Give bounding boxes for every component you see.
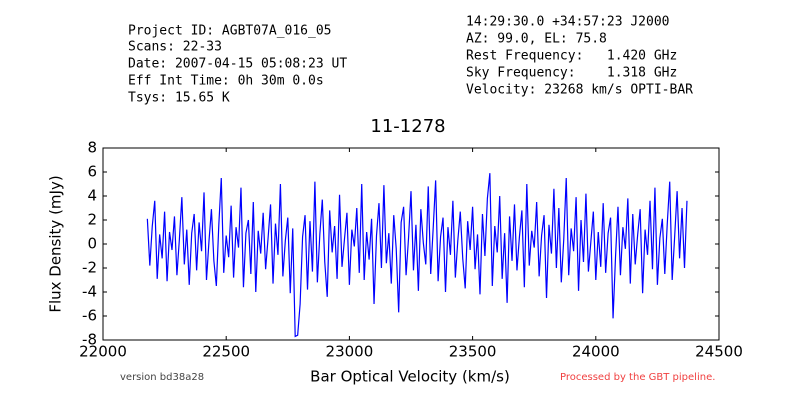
y-tick-label: 0 bbox=[87, 235, 97, 253]
header-line: Scans: 22-33 bbox=[128, 40, 222, 55]
header-line: Project ID: AGBT07A_016_05 bbox=[128, 24, 332, 39]
header-line: Tsys: 15.65 K bbox=[128, 91, 230, 106]
header-line: Date: 2007-04-15 05:08:23 UT bbox=[128, 57, 347, 72]
y-tick-label: -8 bbox=[82, 331, 97, 349]
header-line: Velocity: 23268 km/s OPTI-BAR bbox=[466, 83, 693, 98]
x-tick-label: 24000 bbox=[572, 343, 620, 361]
y-tick-label: -6 bbox=[82, 307, 97, 325]
header-line: 14:29:30.0 +34:57:23 J2000 bbox=[466, 15, 670, 30]
y-tick-label: 6 bbox=[87, 163, 97, 181]
y-axis-label: Flux Density (mJy) bbox=[47, 175, 65, 312]
x-tick-label: 22500 bbox=[202, 343, 250, 361]
x-tick-label: 24500 bbox=[695, 343, 743, 361]
x-tick-label: 23000 bbox=[326, 343, 374, 361]
chart-title: 11-1278 bbox=[370, 116, 445, 137]
pipeline-note: Processed by the GBT pipeline. bbox=[560, 372, 715, 383]
y-tick-label: 8 bbox=[87, 139, 97, 157]
y-tick-label: -4 bbox=[82, 283, 97, 301]
x-tick-label: 23500 bbox=[449, 343, 497, 361]
y-tick-label: -2 bbox=[82, 259, 97, 277]
header-line: AZ: 99.0, EL: 75.8 bbox=[466, 32, 607, 47]
y-tick-label: 2 bbox=[87, 211, 97, 229]
header-line: Sky Frequency: 1.318 GHz bbox=[466, 66, 677, 81]
x-axis-label: Bar Optical Velocity (km/s) bbox=[310, 368, 510, 386]
header-line: Eff Int Time: 0h 30m 0.0s bbox=[128, 74, 324, 89]
y-tick-label: 4 bbox=[87, 187, 97, 205]
header-line: Rest Frequency: 1.420 GHz bbox=[466, 49, 677, 64]
x-tick-label: 22000 bbox=[79, 343, 127, 361]
data-line bbox=[146, 173, 688, 338]
version-note: version bd38a28 bbox=[120, 372, 204, 383]
